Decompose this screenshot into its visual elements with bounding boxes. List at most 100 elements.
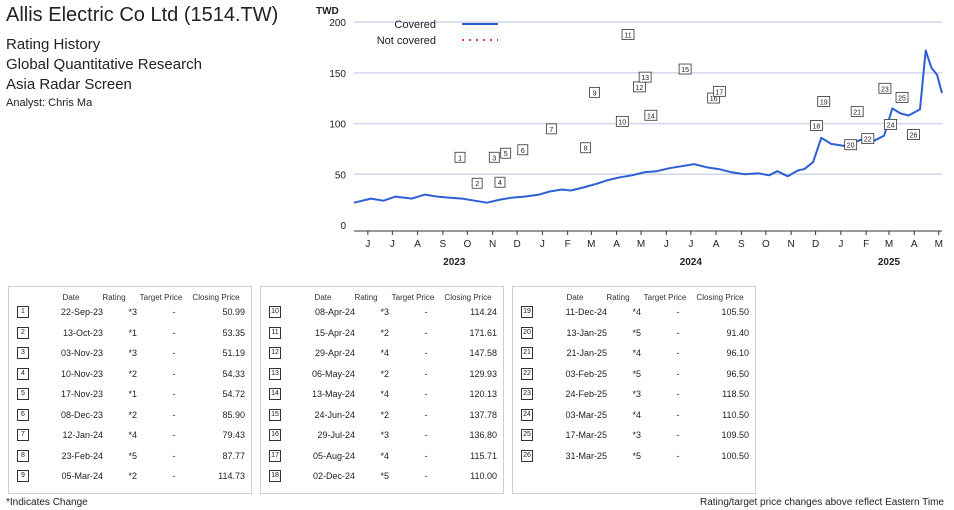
rating-table-2: Date Rating Target Price Closing Price 10 08-… xyxy=(260,286,504,494)
header-closing-price: Closing Price xyxy=(444,293,492,302)
table-row: 8 23-Feb-24 *5 - 87.77 xyxy=(9,449,251,466)
row-rating: *4 xyxy=(380,450,389,461)
row-closing-price: 96.10 xyxy=(726,348,749,358)
event-number-box: 21 xyxy=(521,347,533,359)
event-number-box: 7 xyxy=(17,429,29,441)
table-row: 5 17-Nov-23 *1 - 54.72 xyxy=(9,387,251,404)
row-closing-price: 53.35 xyxy=(222,327,245,338)
annotation-box xyxy=(884,119,898,130)
event-number-box: 14 xyxy=(269,388,281,400)
row-rating: *3 xyxy=(128,348,137,358)
row-rating: *5 xyxy=(632,327,641,338)
row-rating: *2 xyxy=(128,471,137,481)
event-number-box: 19 xyxy=(521,306,533,318)
row-date: 03-Feb-25 xyxy=(565,368,607,379)
table-row: 12 29-Apr-24 *4 - 147.58 xyxy=(261,346,503,363)
subtitle-screen: Asia Radar Screen xyxy=(6,76,132,93)
annotation-label: 5 xyxy=(504,151,508,158)
annotation-label: 7 xyxy=(549,127,553,134)
row-target-price: - xyxy=(172,368,176,379)
row-rating: *4 xyxy=(632,409,641,420)
annotation-box xyxy=(454,151,466,163)
row-rating: *2 xyxy=(380,368,389,379)
x-tick-label: M xyxy=(637,239,645,250)
row-date: 22-Sep-23 xyxy=(60,307,103,317)
annotation-label: 15 xyxy=(681,67,689,74)
row-target-price: - xyxy=(424,307,428,317)
annotation-label: 21 xyxy=(853,110,861,117)
row-closing-price: 115.71 xyxy=(470,450,497,461)
row-rating: *2 xyxy=(380,409,389,420)
table-row: 20 13-Jan-25 *5 - 91.40 xyxy=(513,326,755,343)
table-row: 26 31-Mar-25 *5 - 100.50 xyxy=(513,449,755,466)
row-date: 21-Jan-25 xyxy=(566,348,607,358)
annotation-box xyxy=(817,96,831,107)
row-target-price: - xyxy=(172,450,176,461)
event-number-box: 6 xyxy=(17,408,29,421)
event-number-box: 8 xyxy=(17,449,29,462)
row-closing-price: 100.50 xyxy=(721,450,749,461)
header-target-price: Target Price xyxy=(643,293,687,302)
x-tick-label: S xyxy=(738,239,745,250)
annotation-label: 10 xyxy=(618,119,626,126)
row-date: 05-Mar-24 xyxy=(61,471,103,481)
y-tick-label: 50 xyxy=(335,170,347,181)
row-target-price: - xyxy=(424,450,428,461)
row-target-price: - xyxy=(424,327,428,338)
x-tick-label: A xyxy=(911,239,918,250)
x-tick-label: F xyxy=(863,239,869,250)
event-number-box: 3 xyxy=(17,347,29,359)
table-row: 24 03-Mar-25 *4 - 110.50 xyxy=(513,408,755,425)
row-date: 15-Apr-24 xyxy=(314,327,355,338)
event-number-box: 15 xyxy=(269,408,281,421)
table-row: 14 13-May-24 *4 - 120.13 xyxy=(261,387,503,404)
annotation-label: 17 xyxy=(715,89,723,96)
event-number-box: 17 xyxy=(269,449,281,462)
table-row: 17 05-Aug-24 *4 - 115.71 xyxy=(261,449,503,466)
x-tick-label: O xyxy=(463,239,471,250)
header-rating: Rating xyxy=(606,293,630,302)
row-target-price: - xyxy=(424,430,428,440)
row-date: 08-Dec-23 xyxy=(60,409,103,420)
row-date: 23-Feb-24 xyxy=(61,450,103,461)
row-closing-price: 118.50 xyxy=(722,389,749,399)
row-closing-price: 54.33 xyxy=(222,368,245,379)
table-row: 15 24-Jun-24 *2 - 137.78 xyxy=(261,408,503,425)
annotation-box xyxy=(861,133,875,145)
annotation-label: 11 xyxy=(624,33,631,40)
legend-label-not-covered: Not covered xyxy=(377,35,436,47)
row-closing-price: 110.00 xyxy=(470,471,497,481)
annotation-label: 4 xyxy=(498,180,502,187)
table-row: 1 22-Sep-23 *3 - 50.99 xyxy=(9,305,251,322)
header-closing-price: Closing Price xyxy=(696,293,744,302)
rating-table-3: Date Rating Target Price Closing Price 19 11-… xyxy=(512,286,756,494)
event-number-box: 2 xyxy=(17,326,29,339)
table-row: 18 02-Dec-24 *5 - 110.00 xyxy=(261,469,503,486)
row-date: 13-Oct-23 xyxy=(62,327,103,338)
row-closing-price: 85.90 xyxy=(222,409,245,420)
annotation-box xyxy=(545,123,557,135)
event-number-box: 26 xyxy=(521,449,533,462)
table-row: 4 10-Nov-23 *2 - 54.33 xyxy=(9,367,251,384)
row-date: 11-Dec-24 xyxy=(565,307,607,317)
annotation-box xyxy=(488,151,500,163)
subtitle-research: Global Quantitative Research xyxy=(6,56,202,73)
event-number-box: 9 xyxy=(17,470,29,482)
annotation-label: 18 xyxy=(813,123,821,130)
annotation-box xyxy=(621,29,635,40)
table-row: 2 13-Oct-23 *1 - 53.35 xyxy=(9,326,251,343)
row-rating: *4 xyxy=(380,389,389,399)
row-target-price: - xyxy=(676,327,680,338)
x-tick-label: J xyxy=(664,239,669,250)
row-date: 29-Apr-24 xyxy=(314,348,355,358)
annotation-box xyxy=(810,120,823,131)
annotation-box xyxy=(471,177,483,189)
row-date: 29-Jul-24 xyxy=(317,430,355,440)
rating-table-1: Date Rating Target Price Closing Price 1 22-S… xyxy=(8,286,252,494)
annotation-box xyxy=(494,176,506,188)
table-row: 3 03-Nov-23 *3 - 51.19 xyxy=(9,346,251,363)
annotation-label: 9 xyxy=(593,90,597,97)
x-tick-label: D xyxy=(812,239,819,250)
annotation-box xyxy=(678,63,692,75)
row-date: 17-Mar-25 xyxy=(565,430,607,440)
